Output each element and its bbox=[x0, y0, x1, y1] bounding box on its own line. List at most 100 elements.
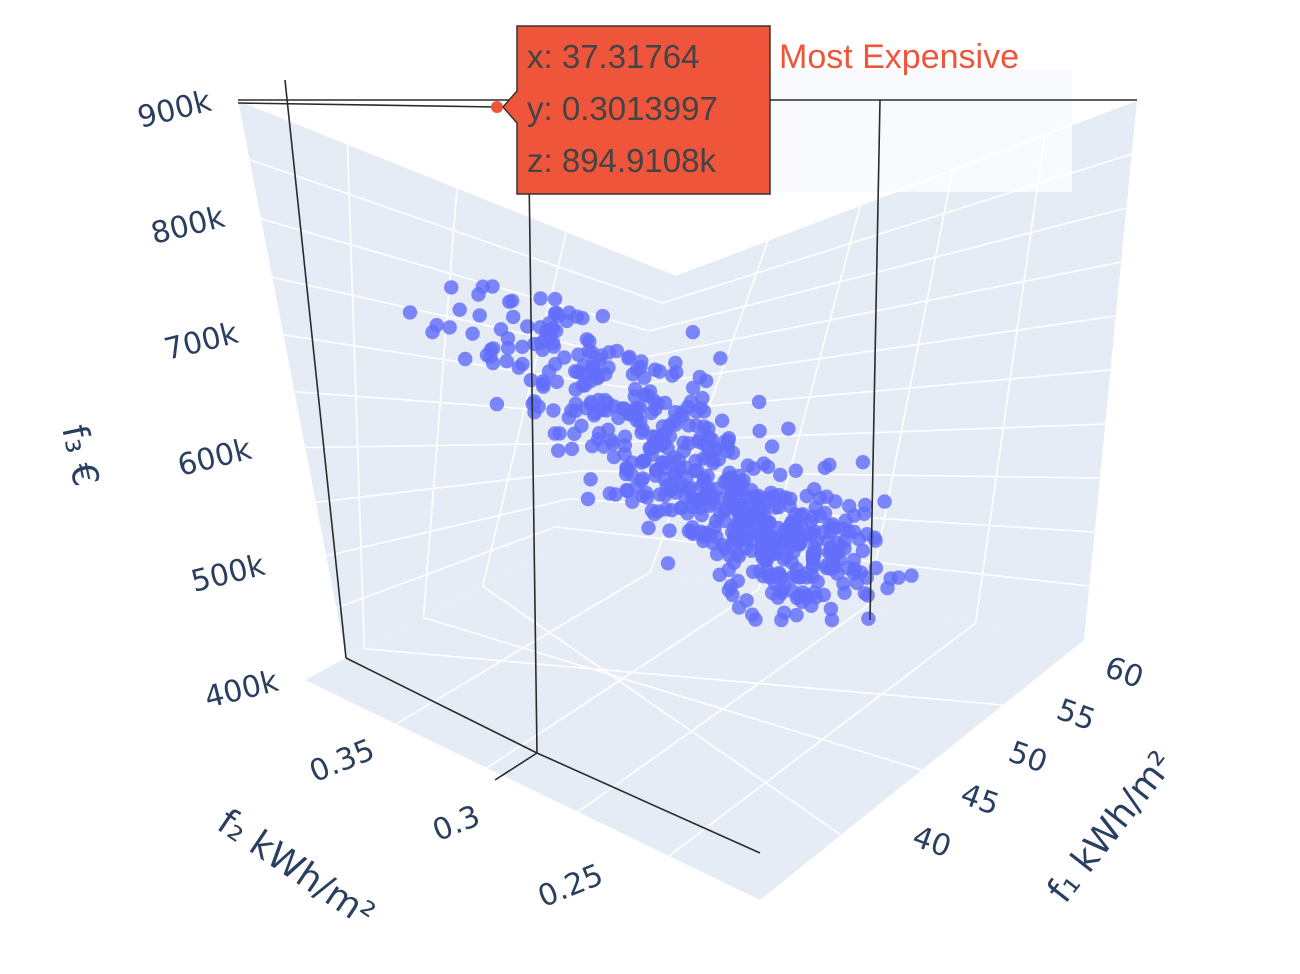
data-point[interactable] bbox=[777, 605, 792, 620]
data-point[interactable] bbox=[713, 491, 728, 506]
data-point[interactable] bbox=[676, 443, 691, 459]
data-point[interactable] bbox=[904, 568, 919, 583]
data-point[interactable] bbox=[694, 491, 709, 506]
data-point[interactable] bbox=[660, 441, 675, 456]
data-point[interactable] bbox=[685, 380, 701, 395]
data-point[interactable] bbox=[523, 372, 539, 388]
data-point[interactable] bbox=[823, 601, 839, 617]
data-point[interactable] bbox=[575, 310, 590, 326]
data-point[interactable] bbox=[651, 504, 666, 519]
data-point[interactable] bbox=[579, 332, 595, 347]
data-points[interactable] bbox=[402, 279, 919, 628]
data-point[interactable] bbox=[511, 360, 526, 375]
data-point[interactable] bbox=[564, 403, 579, 418]
data-point[interactable] bbox=[788, 463, 803, 478]
data-point[interactable] bbox=[617, 401, 632, 416]
data-point[interactable] bbox=[819, 489, 834, 504]
data-point[interactable] bbox=[547, 291, 563, 307]
data-point[interactable] bbox=[601, 360, 616, 375]
data-point[interactable] bbox=[764, 439, 780, 454]
data-point[interactable] bbox=[557, 350, 572, 365]
data-point[interactable] bbox=[685, 325, 700, 340]
data-point[interactable] bbox=[816, 587, 831, 603]
data-point[interactable] bbox=[799, 488, 814, 504]
data-point[interactable] bbox=[720, 471, 735, 486]
data-point[interactable] bbox=[504, 293, 520, 308]
data-point[interactable] bbox=[594, 348, 609, 363]
data-point[interactable] bbox=[580, 491, 596, 507]
data-point[interactable] bbox=[597, 392, 613, 408]
data-point[interactable] bbox=[817, 460, 832, 475]
data-point[interactable] bbox=[773, 467, 788, 483]
data-point[interactable] bbox=[694, 478, 710, 493]
data-point[interactable] bbox=[756, 456, 771, 471]
data-point[interactable] bbox=[825, 555, 841, 570]
data-point[interactable] bbox=[546, 403, 561, 418]
data-point[interactable] bbox=[579, 400, 594, 416]
data-point[interactable] bbox=[590, 432, 606, 447]
data-point[interactable] bbox=[515, 339, 530, 354]
data-point[interactable] bbox=[533, 291, 548, 306]
data-point[interactable] bbox=[634, 473, 649, 488]
data-point[interactable] bbox=[549, 305, 564, 321]
data-point[interactable] bbox=[739, 490, 754, 506]
data-point[interactable] bbox=[706, 452, 721, 468]
data-point[interactable] bbox=[730, 515, 745, 531]
data-point[interactable] bbox=[877, 494, 892, 509]
data-point[interactable] bbox=[542, 315, 557, 331]
data-point[interactable] bbox=[608, 487, 623, 502]
data-point[interactable] bbox=[782, 540, 798, 555]
data-point[interactable] bbox=[824, 612, 840, 628]
data-point[interactable] bbox=[547, 426, 563, 441]
data-point[interactable] bbox=[765, 585, 780, 601]
data-point[interactable] bbox=[472, 308, 487, 323]
data-point[interactable] bbox=[635, 422, 650, 437]
data-point[interactable] bbox=[855, 543, 871, 558]
data-point[interactable] bbox=[749, 490, 765, 506]
data-point[interactable] bbox=[836, 521, 851, 536]
data-point[interactable] bbox=[723, 579, 739, 594]
data-point[interactable] bbox=[564, 441, 580, 457]
data-point[interactable] bbox=[489, 396, 505, 412]
data-point[interactable] bbox=[739, 593, 754, 608]
data-point[interactable] bbox=[506, 309, 521, 325]
data-point[interactable] bbox=[402, 305, 418, 320]
data-point[interactable] bbox=[725, 497, 740, 512]
data-point[interactable] bbox=[748, 612, 763, 627]
data-point[interactable] bbox=[641, 520, 656, 536]
data-point[interactable] bbox=[600, 422, 616, 437]
data-point[interactable] bbox=[630, 401, 645, 416]
data-point[interactable] bbox=[444, 280, 459, 295]
data-point[interactable] bbox=[674, 477, 689, 492]
data-point[interactable] bbox=[771, 487, 787, 503]
data-point[interactable] bbox=[541, 364, 557, 379]
data-point[interactable] bbox=[662, 523, 677, 538]
data-point[interactable] bbox=[429, 318, 444, 333]
data-point[interactable] bbox=[823, 524, 839, 539]
data-point[interactable] bbox=[591, 369, 606, 384]
data-point[interactable] bbox=[648, 468, 663, 483]
data-point[interactable] bbox=[804, 598, 819, 613]
data-point[interactable] bbox=[756, 549, 771, 564]
data-point[interactable] bbox=[792, 570, 807, 585]
data-point[interactable] bbox=[535, 376, 551, 392]
data-point[interactable] bbox=[695, 390, 710, 406]
data-point[interactable] bbox=[698, 373, 714, 389]
legend-item-most-expensive[interactable]: Most Expensive bbox=[779, 38, 1019, 76]
data-point[interactable] bbox=[567, 426, 582, 441]
data-point[interactable] bbox=[760, 563, 775, 578]
data-point[interactable] bbox=[595, 308, 610, 324]
data-point[interactable] bbox=[725, 536, 740, 552]
data-point[interactable] bbox=[721, 562, 736, 577]
data-point[interactable] bbox=[575, 378, 590, 393]
data-point[interactable] bbox=[788, 524, 803, 539]
data-point[interactable] bbox=[622, 349, 637, 365]
data-point[interactable] bbox=[692, 431, 707, 447]
data-point[interactable] bbox=[751, 394, 767, 410]
data-point[interactable] bbox=[644, 447, 659, 462]
data-point[interactable] bbox=[704, 432, 719, 447]
data-point[interactable] bbox=[805, 545, 821, 561]
data-point[interactable] bbox=[771, 565, 787, 581]
data-point[interactable] bbox=[499, 354, 514, 369]
